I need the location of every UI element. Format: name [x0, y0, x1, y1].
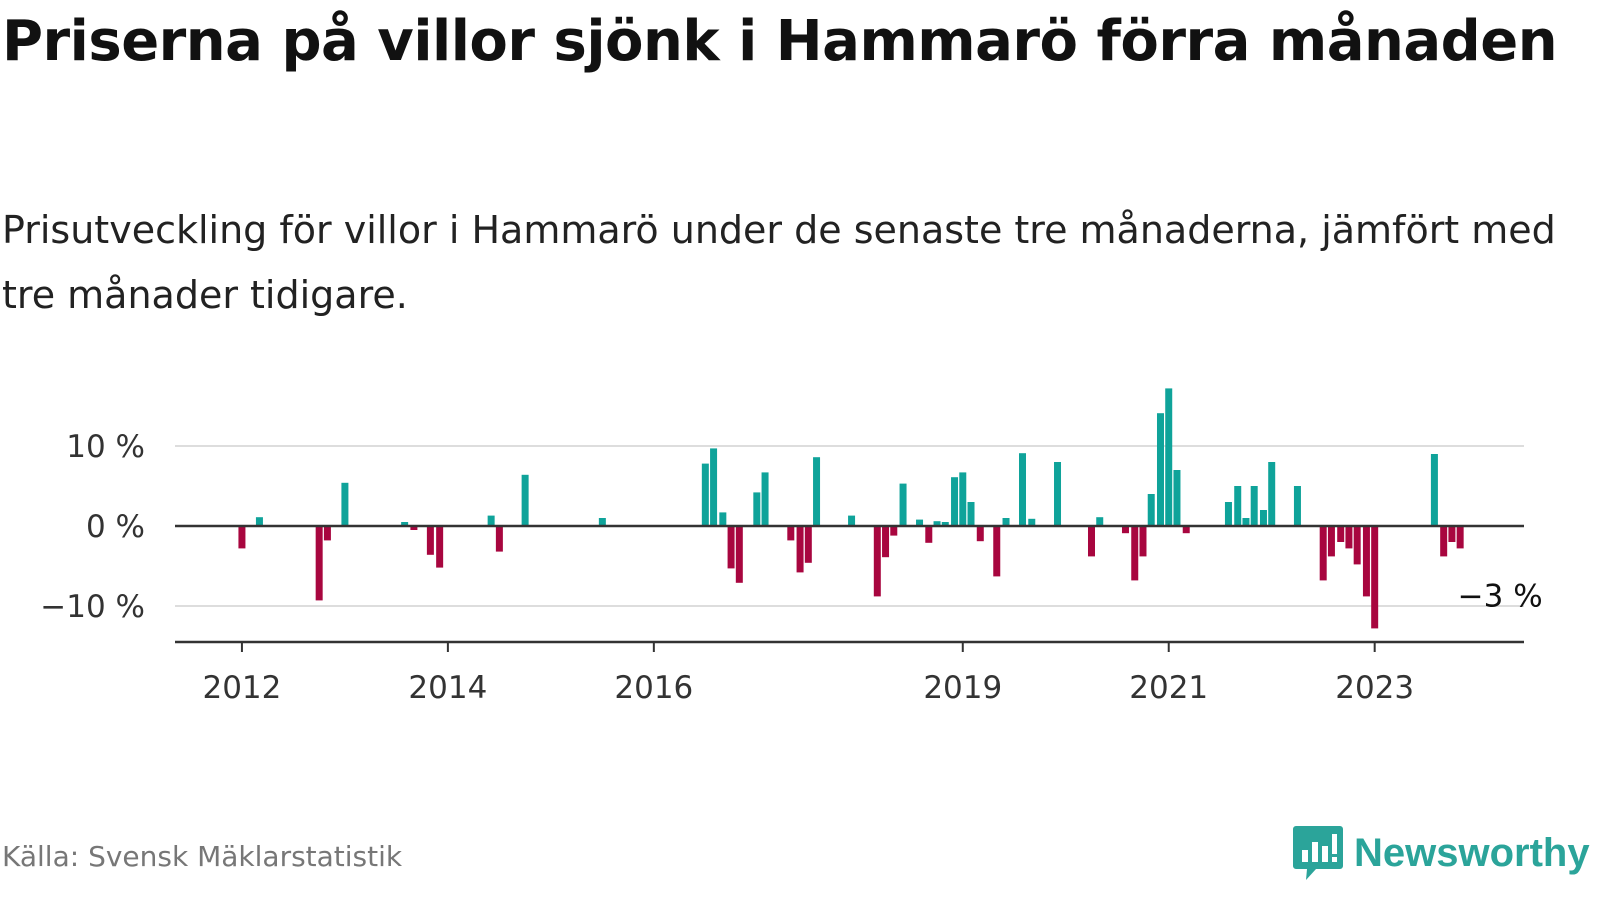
bar	[426, 526, 434, 555]
bar	[1087, 526, 1095, 557]
bar	[1327, 526, 1335, 557]
bar	[993, 526, 1001, 577]
bar	[1440, 526, 1448, 557]
bar	[787, 526, 795, 541]
bar	[804, 526, 812, 563]
bar	[315, 526, 323, 601]
bar	[1319, 526, 1327, 581]
bar	[598, 518, 606, 526]
bar	[436, 526, 444, 568]
x-tick-label: 2019	[923, 670, 1002, 706]
bar	[1337, 526, 1345, 542]
bar	[255, 517, 263, 526]
y-tick-label: 10 %	[66, 429, 145, 465]
y-tick-label: −10 %	[40, 589, 145, 625]
bar	[761, 472, 769, 526]
grid-lines	[175, 445, 1524, 607]
tick-labels: 10 % 0 % −10 % 2012 2014 2016 2019 2021 2023 −3 %	[40, 429, 1542, 706]
bar	[873, 526, 881, 597]
bar	[1430, 454, 1438, 526]
bar-series	[238, 388, 1464, 629]
bar	[1173, 470, 1181, 526]
bar	[410, 526, 418, 530]
bar	[495, 526, 503, 552]
bar	[1259, 510, 1267, 526]
bar	[1028, 518, 1036, 526]
bar	[1096, 517, 1104, 526]
bar-chart: 10 % 0 % −10 % 2012 2014 2016 2019 2021 2023 −3 %	[40, 388, 1543, 706]
bar	[1019, 453, 1027, 526]
bar	[1054, 462, 1062, 526]
bar	[1293, 486, 1301, 526]
bar	[1371, 526, 1379, 629]
bar	[848, 515, 856, 526]
bar	[796, 526, 804, 573]
bar	[753, 492, 761, 526]
bar	[238, 526, 246, 549]
bar	[951, 477, 959, 526]
bar	[899, 483, 907, 526]
bar	[1234, 486, 1242, 526]
bar	[967, 502, 975, 526]
newsworthy-logo-icon	[1293, 826, 1343, 880]
bar	[1353, 526, 1361, 565]
bar	[1139, 526, 1147, 557]
axes	[175, 524, 1524, 652]
bar	[735, 526, 743, 583]
x-tick-label: 2016	[614, 670, 693, 706]
bar	[401, 522, 409, 526]
source-note: Källa: Svensk Mäklarstatistik	[2, 840, 403, 873]
bar	[933, 521, 941, 526]
x-tick-label: 2014	[408, 670, 487, 706]
bar	[1345, 526, 1353, 549]
bar	[1002, 518, 1010, 526]
bar	[487, 515, 495, 526]
brand-logo[interactable]: Newsworthy	[1292, 824, 1590, 882]
bar	[1121, 526, 1129, 534]
bar	[890, 526, 898, 536]
bar	[959, 472, 967, 526]
bar	[925, 526, 933, 543]
bar	[1242, 518, 1250, 526]
bar	[1362, 526, 1370, 597]
bar	[976, 526, 984, 542]
x-tick-label: 2023	[1335, 670, 1414, 706]
bar	[341, 482, 349, 526]
bar	[941, 522, 949, 526]
bar	[1448, 526, 1456, 542]
bar	[1147, 494, 1155, 526]
y-tick-label: 0 %	[86, 509, 145, 545]
last-value-label: −3 %	[1458, 578, 1543, 614]
bar	[1131, 526, 1139, 581]
bar	[882, 526, 890, 558]
bar	[916, 519, 924, 526]
bar	[1250, 486, 1258, 526]
x-tick-label: 2021	[1129, 670, 1208, 706]
chart-subtitle: Prisutveckling för villor i Hammarö unde…	[2, 208, 1556, 317]
bar	[521, 474, 529, 526]
bar	[701, 463, 709, 526]
chart-title: Priserna på villor sjönk i Hammarö förra…	[2, 9, 1558, 74]
bar	[323, 526, 331, 541]
bar	[1268, 462, 1276, 526]
bar	[719, 512, 727, 526]
bar	[813, 457, 821, 526]
bar	[1165, 388, 1173, 526]
bar	[1456, 526, 1464, 549]
bar	[727, 526, 735, 569]
bar	[1182, 526, 1190, 534]
bar	[710, 448, 718, 526]
brand-name: Newsworthy	[1354, 830, 1590, 875]
x-tick-label: 2012	[202, 670, 281, 706]
bar	[1156, 413, 1164, 526]
bar	[1224, 502, 1232, 526]
